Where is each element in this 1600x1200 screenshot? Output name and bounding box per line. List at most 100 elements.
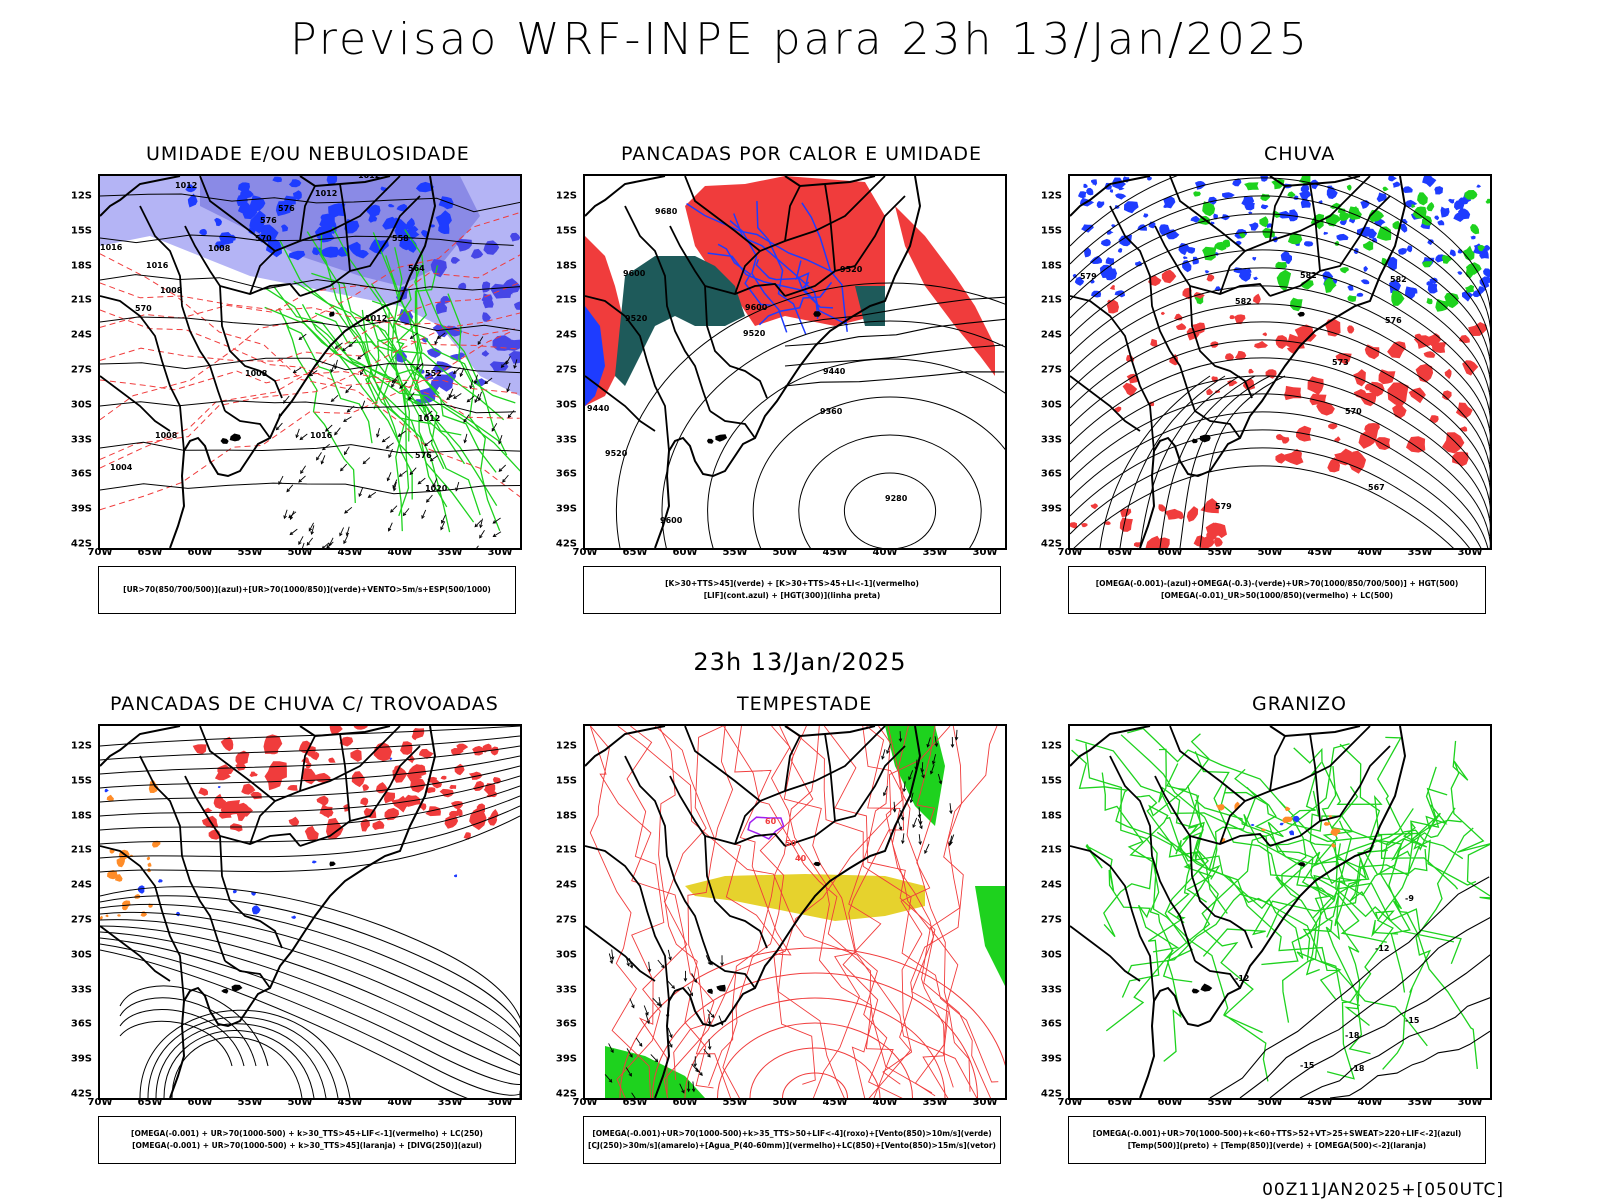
political-border — [139, 755, 226, 962]
panel-granizo[interactable]: GRANIZO 12S 15S 18S 21S 24S 27S 30S 33S 36S 39S 42… — [1024, 693, 1494, 1173]
wind-vector-head — [654, 1058, 659, 1063]
omega-cell — [1290, 297, 1303, 312]
panel-chuva[interactable]: CHUVA 12S 15S 18S 21S 24S 27S 30S 33S 36S 39S 42S … — [1024, 143, 1494, 623]
map-frame[interactable]: 9680 9600 9520 9520 9600 9520 9440 9360 9280 9440… — [583, 174, 1007, 550]
political-border — [824, 183, 836, 272]
omega-cell — [1193, 191, 1201, 197]
temp850-contour — [1105, 743, 1350, 1032]
political-border — [1269, 185, 1286, 242]
temp850-contour — [1267, 838, 1428, 875]
omega-cell — [1105, 257, 1115, 265]
forecast-map: 582 582 576 579 573 570 567 582 579 — [1070, 176, 1490, 548]
storm-cell — [133, 894, 141, 899]
divergence-cell — [291, 915, 297, 919]
storm-cell — [235, 750, 250, 766]
map-frame[interactable]: 60 50 40 — [583, 724, 1007, 1100]
wind-vector — [334, 359, 338, 369]
wind-vector — [667, 980, 675, 989]
rain-cell — [1234, 314, 1246, 325]
omega-cell — [1323, 276, 1337, 293]
longitude-axis: 70W 65W 60W 55W 50W 45W 40W 35W 30W — [88, 1097, 522, 1111]
wind-vector — [924, 843, 930, 854]
lat-tick-label: 12S — [1040, 740, 1062, 752]
wind-vector — [635, 1037, 643, 1047]
wind-vector — [625, 1067, 632, 1077]
rain-cell — [1284, 448, 1304, 466]
map-frame[interactable]: 1012 1012 1012 1008 1016 1016 1008 1004 1008 1008… — [98, 174, 522, 550]
contour-line — [752, 396, 1005, 548]
panel-trovoadas[interactable]: PANCADAS DE CHUVA C/ TROVOADAS 12S 15S 18S… — [54, 693, 524, 1173]
humidity-cell — [394, 227, 408, 238]
omega-cell — [1391, 290, 1405, 306]
lat-tick-label: 30S — [1040, 399, 1062, 411]
rh-contour — [293, 280, 499, 442]
omega-cell — [1298, 176, 1311, 186]
lagoon-shape — [706, 988, 713, 995]
wind-vector-head — [949, 810, 953, 815]
panel-pancadas-calor[interactable]: PANCADAS POR CALOR E UMIDADE 12S 15S 18S 21… — [539, 143, 1009, 623]
storm-cell — [362, 784, 370, 792]
contour-label: 9600 — [623, 269, 646, 278]
humidity-cell — [430, 224, 435, 228]
wind-vector-head — [707, 1046, 712, 1051]
omega-cell — [1275, 261, 1287, 269]
wind-vector — [358, 487, 364, 497]
panel-umidade[interactable]: UMIDADE E/OU NEBULOSIDADE 12S 15S 18S 21S 24… — [54, 143, 524, 623]
wind-vector — [300, 465, 306, 474]
wind-vector-head — [912, 824, 916, 829]
lat-tick-label: 42S — [70, 1088, 92, 1100]
omega-cell — [1326, 187, 1338, 199]
water-contour — [626, 726, 668, 1095]
omega-cell — [1280, 251, 1290, 262]
wind-vector-head — [892, 808, 897, 813]
storm-cell — [152, 840, 161, 848]
wind-vector-head — [330, 398, 335, 403]
streamline — [1070, 231, 1490, 428]
omega-cell — [1096, 201, 1105, 209]
rain-cell — [1275, 335, 1289, 349]
water-contour — [617, 726, 978, 1098]
omega-cell — [1248, 222, 1259, 231]
omega500-cell — [1285, 806, 1291, 812]
storm-cell — [450, 748, 464, 756]
legend-line: [CJ(250)>30m/s](amarelo)+[Agua_P(40-60mm… — [588, 1141, 996, 1150]
map-frame[interactable] — [98, 724, 522, 1100]
wind-vector — [388, 448, 393, 458]
rain-cell — [1206, 388, 1213, 396]
wind-vector-head — [699, 1072, 703, 1077]
wind-vector-head — [707, 1053, 711, 1058]
panel-title: PANCADAS POR CALOR E UMIDADE — [621, 143, 983, 165]
streamline — [1070, 321, 1490, 518]
humidity-cell — [482, 281, 491, 293]
panel-tempestade[interactable]: TEMPESTADE 12S 15S 18S 21S 24S 27S 30S 33S 36S 39… — [539, 693, 1009, 1173]
wind-vector — [424, 439, 433, 447]
wind-vector — [493, 531, 502, 537]
rain-cell — [1119, 517, 1133, 532]
wind-vector-head — [647, 968, 652, 973]
storm-cell — [302, 768, 317, 785]
wind-vector — [886, 743, 891, 754]
omega-cell — [1362, 240, 1374, 251]
water-contour — [658, 726, 714, 1089]
omega-cell — [1382, 186, 1389, 192]
map-frame[interactable]: 582 582 576 579 573 570 567 582 579 — [1068, 174, 1492, 550]
wind-vector-head — [629, 1053, 633, 1058]
omega500-cell — [1330, 828, 1341, 837]
contour-label: 1004 — [110, 463, 133, 472]
political-border — [219, 835, 283, 949]
lat-tick-label: 39S — [1040, 503, 1062, 515]
storm-cell — [392, 767, 408, 783]
omega-cell — [1114, 290, 1125, 298]
rain-cell — [1429, 415, 1439, 424]
wind-vector — [390, 505, 398, 513]
lagoon-shape — [229, 433, 242, 442]
water-contour — [770, 726, 894, 1098]
map-frame[interactable]: -9 -12 -12 -15 -18 -18 -15 — [1068, 724, 1492, 1100]
omega-cell — [1118, 186, 1125, 191]
rain-cell — [1214, 537, 1223, 547]
wind-vector-head — [474, 523, 479, 528]
lon-tick-label: 55W — [722, 547, 748, 558]
omega-cell — [1440, 206, 1450, 218]
wind-vector-head — [278, 481, 282, 486]
contour-line — [749, 1047, 881, 1098]
